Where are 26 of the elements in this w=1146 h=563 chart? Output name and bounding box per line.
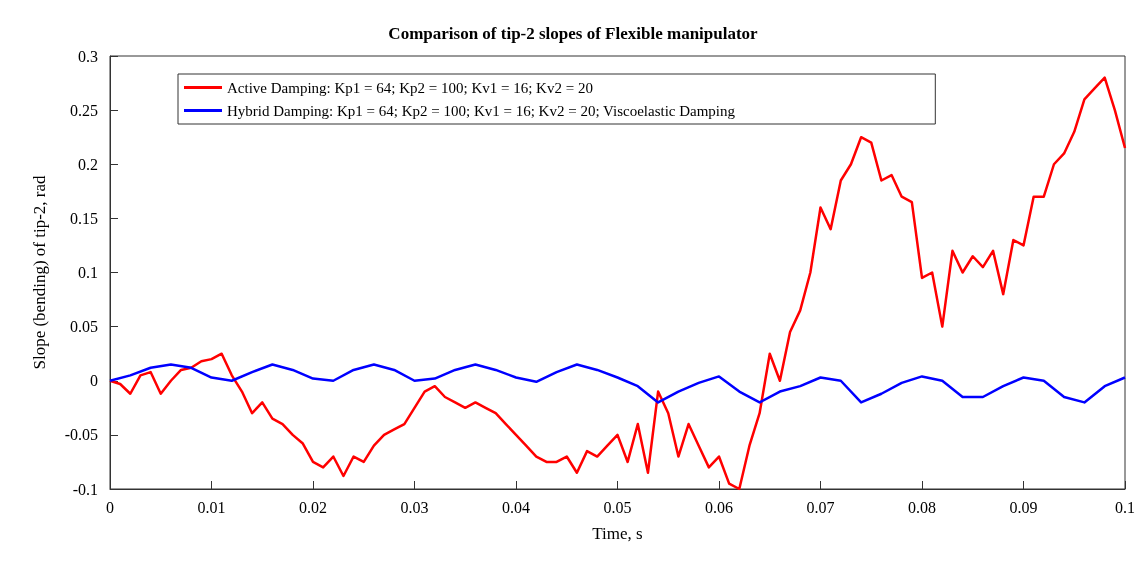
- y-tick-label: 0.1: [78, 264, 98, 281]
- x-tick-label: 0.02: [299, 498, 327, 516]
- chart-title: Comparison of tip-2 slopes of Flexible manipulator: [388, 24, 759, 43]
- x-tick-label: 0.01: [197, 498, 226, 516]
- line-series: [108, 363, 1127, 404]
- x-tick-label: 0: [106, 498, 114, 516]
- y-tick-label: 0.3: [78, 47, 98, 65]
- x-tick-label: 0.04: [502, 498, 530, 516]
- x-tick-label: 0.03: [400, 498, 429, 516]
- y-tick-label: -0.05: [64, 426, 98, 444]
- legend-label: Hybrid Damping: Kp1 = 64; Kp2 = 100; Kv1 = 16; Kv2 = 20; Viscoelastic Damping: [227, 102, 736, 119]
- x-tick-label: 0.08: [908, 498, 936, 516]
- y-tick-label: 0.05: [70, 318, 98, 336]
- y-tick-label: 0.15: [70, 209, 98, 227]
- y-tick-label: -0.1: [72, 480, 98, 498]
- x-tick-label: 0.1: [1115, 498, 1135, 516]
- y-tick-label: 0.2: [78, 155, 98, 173]
- x-axis-title: Time, s: [592, 524, 643, 543]
- y-tick-label: 0.25: [70, 101, 98, 119]
- x-tick-label: 0.09: [1009, 498, 1038, 516]
- y-tick-label: 0: [90, 372, 98, 390]
- x-tick-label: 0.06: [705, 498, 733, 516]
- legend-label: Active Damping: Kp1 = 64; Kp2 = 100; Kv1 = 16; Kv2 = 20: [227, 79, 593, 96]
- y-axis-title: Slope (bending) of tip-2, rad: [30, 174, 49, 370]
- x-tick-label: 0.05: [603, 498, 632, 516]
- x-tick-label: 0.07: [806, 498, 835, 516]
